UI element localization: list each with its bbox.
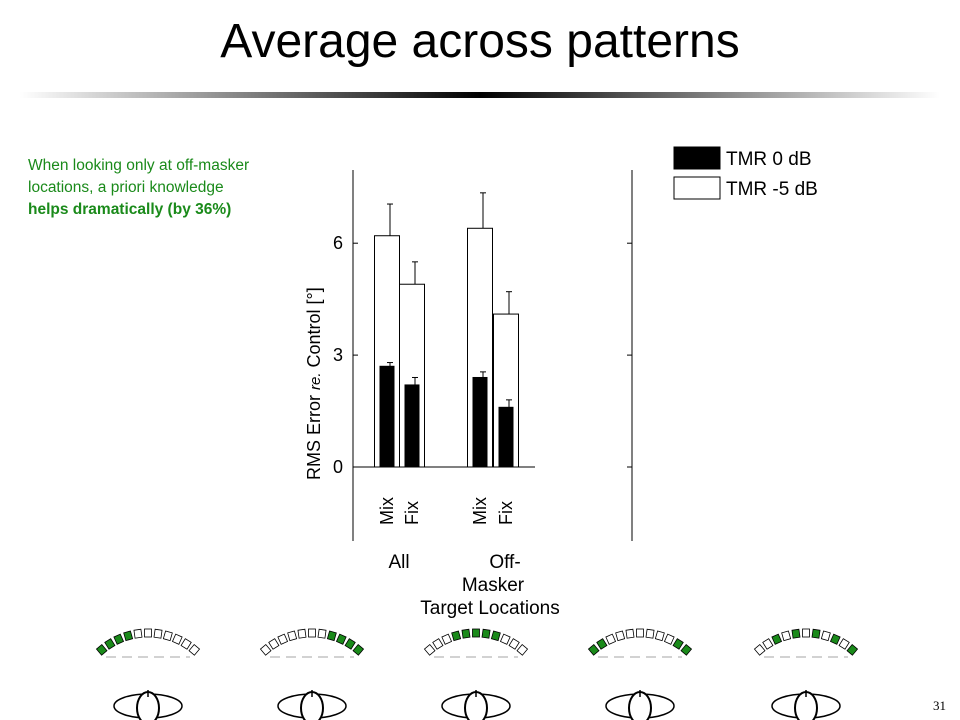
speaker-marker (802, 628, 810, 638)
speaker-marker (625, 628, 635, 639)
speaker-marker (781, 630, 792, 642)
speaker-marker (432, 638, 444, 650)
y-tick-label: 6 (333, 233, 343, 253)
speaker-marker (188, 643, 201, 656)
speaker-marker (605, 633, 617, 645)
speaker-marker (95, 643, 108, 656)
speaker-marker (123, 630, 134, 642)
chart-bars (374, 192, 519, 468)
y-tick-label: 3 (333, 345, 343, 365)
title-divider (20, 92, 940, 98)
speaker-marker (259, 643, 272, 656)
note-text: When looking only at off-masker location… (28, 157, 250, 196)
speaker-marker (481, 628, 491, 639)
speaker-marker (441, 633, 453, 645)
speaker-marker (268, 638, 280, 650)
speaker-marker (162, 630, 173, 642)
note-bold-text: helps dramatically (by 36%) (28, 201, 232, 218)
speaker-marker (645, 628, 655, 639)
speaker-marker (317, 628, 327, 639)
condition-label: Mix (470, 497, 490, 525)
speaker-marker (352, 643, 365, 656)
condition-label: Fix (402, 501, 422, 525)
y-axis-label: RMS Error re. Control [°] (304, 287, 324, 480)
speaker-marker (344, 638, 356, 650)
group-label: Masker (462, 575, 525, 596)
speaker-marker (171, 633, 183, 645)
legend-swatch (673, 176, 721, 200)
bar-tmr-0 (498, 406, 514, 468)
speaker-marker (499, 633, 511, 645)
legend-label: TMR -5 dB (726, 179, 818, 200)
speaker-marker (838, 638, 850, 650)
legend-swatch (673, 146, 721, 170)
speaker-marker (791, 628, 801, 639)
slide-title: Average across patterns (220, 15, 740, 68)
speaker-marker (663, 633, 675, 645)
speaker-marker (680, 643, 693, 656)
speaker-marker (490, 630, 501, 642)
speaker-marker (153, 628, 163, 639)
speaker-patterns (95, 628, 859, 720)
speaker-marker (516, 643, 529, 656)
condition-label: Mix (377, 497, 397, 525)
speaker-pattern (753, 628, 859, 720)
speaker-marker (829, 633, 841, 645)
bar-tmr-0 (472, 376, 488, 468)
speaker-pattern (259, 628, 365, 720)
y-tick-label: 0 (333, 457, 343, 477)
speaker-marker (308, 628, 316, 638)
group-label: All (388, 552, 409, 573)
speaker-marker (277, 633, 289, 645)
bar-tmr-0 (379, 365, 395, 468)
speaker-marker (762, 638, 774, 650)
bar-tmr-0 (404, 384, 420, 468)
speaker-marker (587, 643, 600, 656)
speaker-marker (472, 628, 480, 638)
speaker-marker (508, 638, 520, 650)
speaker-marker (846, 643, 859, 656)
speaker-pattern (587, 628, 693, 720)
speaker-marker (297, 628, 307, 639)
speaker-marker (461, 628, 471, 639)
speaker-pattern (95, 628, 201, 720)
speaker-marker (753, 643, 766, 656)
speaker-marker (654, 630, 665, 642)
chart-legend: TMR 0 dB TMR -5 dB (673, 146, 818, 200)
speaker-marker (423, 643, 436, 656)
speaker-marker (811, 628, 821, 639)
speaker-marker (133, 628, 143, 639)
speaker-marker (451, 630, 462, 642)
speaker-marker (636, 628, 644, 638)
speaker-marker (820, 630, 831, 642)
speaker-marker (335, 633, 347, 645)
x-axis-label: Target Locations (420, 598, 559, 619)
group-label: Off- (489, 552, 520, 573)
speaker-marker (326, 630, 337, 642)
legend-label: TMR 0 dB (726, 149, 812, 170)
annotation-note: When looking only at off-masker location… (28, 155, 268, 221)
slide-number: 31 (933, 698, 946, 713)
speaker-pattern (423, 628, 529, 720)
speaker-marker (180, 638, 192, 650)
speaker-marker (287, 630, 298, 642)
speaker-marker (771, 633, 783, 645)
speaker-marker (672, 638, 684, 650)
speaker-marker (144, 628, 152, 638)
condition-label: Fix (496, 501, 516, 525)
speaker-marker (615, 630, 626, 642)
speaker-marker (104, 638, 116, 650)
speaker-marker (113, 633, 125, 645)
speaker-marker (596, 638, 608, 650)
